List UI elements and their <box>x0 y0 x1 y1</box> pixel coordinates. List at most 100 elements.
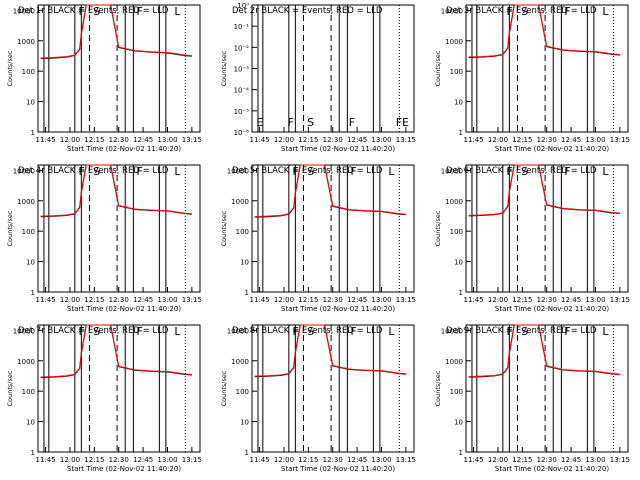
y-tick-label-1: 10 <box>26 99 35 107</box>
panel-title: Det 1r BLACK = Events, RED = LLD <box>18 6 169 16</box>
series-lld-line <box>468 164 620 216</box>
x-tick-label-5: 13:00 <box>585 136 605 144</box>
x-tick-label-1: 12:00 <box>274 136 294 144</box>
plot-frame <box>465 4 629 133</box>
x-tick-label-5: 13:00 <box>371 456 391 464</box>
x-tick-label-4: 12:45 <box>561 296 581 304</box>
flag-2: F <box>350 325 356 338</box>
x-tick-label-0: 11:45 <box>463 296 483 304</box>
y-tick-label-3: 1000 <box>17 38 35 46</box>
y-tick-label-3: 1000 <box>231 198 249 206</box>
y-axis-label: Counts/sec <box>434 210 442 246</box>
x-axis-label: Start Time (02-Nov-02 11:40:20) <box>281 145 395 153</box>
flag-1: S <box>93 5 100 18</box>
y-axis-label: Counts/sec <box>434 370 442 406</box>
y-tick-label-3: 1000 <box>17 198 35 206</box>
y-tick-label-4: 10000 <box>13 327 35 335</box>
y-tick-label-0: 1 <box>459 129 463 137</box>
flag-0: F <box>78 325 84 338</box>
flag-0: F <box>506 325 512 338</box>
flag-3: L <box>174 165 181 178</box>
flag-2: S <box>307 116 314 129</box>
flag-2: F <box>136 325 142 338</box>
flag-2: F <box>564 165 570 178</box>
x-tick-label-4: 12:45 <box>347 296 367 304</box>
flag-3: L <box>602 5 609 18</box>
y-tick-label-1: 10⁻⁵ <box>234 108 250 116</box>
x-tick-label-6: 13:15 <box>610 456 630 464</box>
x-tick-label-1: 12:00 <box>60 456 80 464</box>
x-axis-label: Start Time (02-Nov-02 11:40:20) <box>67 305 181 313</box>
x-tick-label-6: 13:15 <box>182 136 202 144</box>
x-tick-label-1: 12:00 <box>274 456 294 464</box>
x-axis-label: Start Time (02-Nov-02 11:40:20) <box>281 305 395 313</box>
panel-8: Det 8r BLACK = Events, RED = LLD 1 10 100 10… <box>220 324 416 473</box>
y-tick-label-2: 100 <box>22 68 35 76</box>
panel-title: Det 3r BLACK = Events, RED = LLD <box>446 6 597 16</box>
flag-3: F <box>349 116 355 129</box>
y-tick-label-0: 1 <box>31 289 35 297</box>
y-tick-label-0: 1 <box>459 289 463 297</box>
y-tick-label-4: 10000 <box>227 327 249 335</box>
y-tick-label-3: 10⁻³ <box>234 66 250 74</box>
y-tick-label-0: 1 <box>459 449 463 457</box>
y-tick-label-4: 10000 <box>227 167 249 175</box>
y-tick-label-4: 10000 <box>441 327 463 335</box>
y-tick-label-5: 10⁻¹ <box>234 23 250 31</box>
plot-frame <box>251 324 415 453</box>
flag-0: F <box>292 325 298 338</box>
flag-2: F <box>564 325 570 338</box>
x-tick-label-2: 12:15 <box>298 456 318 464</box>
x-tick-label-2: 12:15 <box>298 136 318 144</box>
x-tick-label-1: 12:00 <box>488 456 508 464</box>
x-tick-label-4: 12:45 <box>561 456 581 464</box>
flag-1: S <box>521 5 528 18</box>
y-axis-label: Counts/sec <box>220 370 228 406</box>
flag-0: F <box>78 165 84 178</box>
x-axis-label: Start Time (02-Nov-02 11:40:20) <box>495 145 609 153</box>
flag-3: L <box>602 165 609 178</box>
y-tick-label-0: 1 <box>31 129 35 137</box>
series-lld-line <box>468 324 620 378</box>
x-tick-label-3: 12:30 <box>323 296 343 304</box>
panel-title: Det 4r BLACK = Events, RED = LLD <box>18 166 169 176</box>
flag-1: S <box>307 325 314 338</box>
flag-0: E <box>256 116 263 129</box>
series-lld-line <box>40 4 192 59</box>
flag-2: F <box>136 5 142 18</box>
panel-7: Det 7r BLACK = Events, RED = LLD 1 10 100 10… <box>6 324 202 473</box>
plot-frame <box>465 324 629 453</box>
x-tick-label-0: 11:45 <box>35 296 55 304</box>
y-axis-label: Counts/sec <box>434 50 442 86</box>
y-axis-label: Counts/sec <box>220 210 228 246</box>
flag-1: S <box>521 325 528 338</box>
flag-1: S <box>521 165 528 178</box>
x-tick-label-0: 11:45 <box>463 456 483 464</box>
flag-3: L <box>602 325 609 338</box>
panel-title: Det 9r BLACK = Events, RED = LLD <box>446 326 597 336</box>
x-tick-label-4: 12:45 <box>133 136 153 144</box>
plot-frame <box>465 164 629 293</box>
x-tick-label-3: 12:30 <box>109 456 129 464</box>
x-axis-label: Start Time (02-Nov-02 11:40:20) <box>495 465 609 473</box>
y-tick-label-3: 1000 <box>17 358 35 366</box>
panel-title: Det 2r BLACK = Events, RED = LLD <box>232 6 383 16</box>
x-tick-label-3: 12:30 <box>109 136 129 144</box>
x-tick-label-6: 13:15 <box>610 136 630 144</box>
x-tick-label-5: 13:00 <box>585 296 605 304</box>
x-tick-label-4: 12:45 <box>561 136 581 144</box>
series-lld-line <box>254 324 406 377</box>
x-tick-label-2: 12:15 <box>512 136 532 144</box>
x-tick-label-0: 11:45 <box>249 136 269 144</box>
plot-frame <box>37 4 201 133</box>
x-tick-label-1: 12:00 <box>488 296 508 304</box>
y-tick-label-1: 10 <box>454 259 463 267</box>
x-tick-label-4: 12:45 <box>133 296 153 304</box>
y-tick-label-1: 10 <box>26 259 35 267</box>
y-tick-label-0: 1 <box>245 449 249 457</box>
y-tick-label-3: 1000 <box>445 38 463 46</box>
y-tick-label-2: 100 <box>22 388 35 396</box>
y-axis-label: Counts/sec <box>220 50 228 86</box>
y-tick-label-2: 100 <box>450 228 463 236</box>
